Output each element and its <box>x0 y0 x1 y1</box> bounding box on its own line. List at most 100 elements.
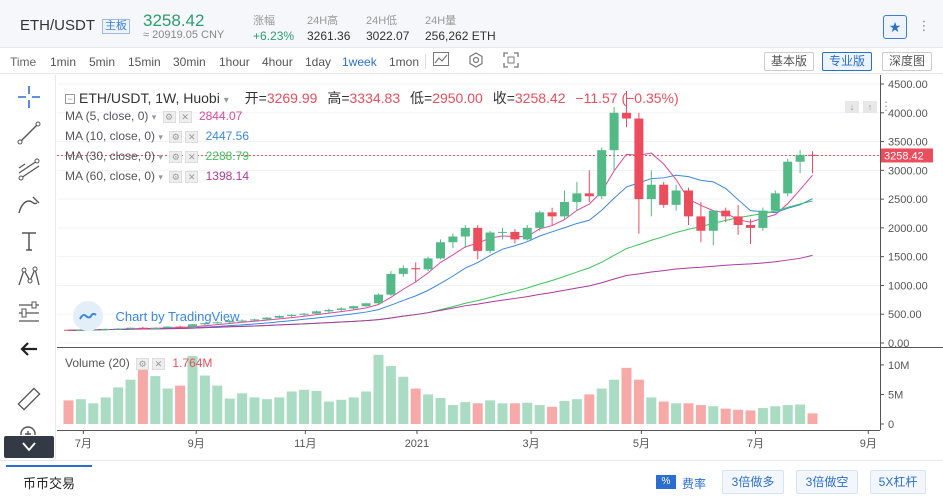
candle-body <box>808 154 817 156</box>
interval-1week[interactable]: 1week <box>342 55 377 69</box>
candle-body <box>299 313 309 315</box>
tradingview-watermark[interactable]: Chart by TradingView <box>73 301 240 331</box>
scroll-up-icon[interactable]: ↑ <box>863 101 877 113</box>
candle-body <box>547 212 557 217</box>
interval-15min[interactable]: 15min <box>128 55 161 69</box>
price-tick-label: 1500.00 <box>888 252 928 264</box>
interval-1hour[interactable]: 1hour <box>219 55 250 69</box>
candle-body <box>361 303 371 307</box>
volume-settings-icon[interactable]: ⚙ <box>136 357 150 370</box>
legend-caret-icon[interactable]: ▾ <box>223 95 229 106</box>
legend-open-label: 开= <box>244 90 267 106</box>
volume-bar <box>621 367 632 424</box>
candle-body <box>733 216 743 226</box>
candle-body <box>671 190 681 205</box>
interval-4hour[interactable]: 4hour <box>262 55 293 69</box>
back-arrow-icon[interactable] <box>15 335 43 363</box>
ruler-icon[interactable] <box>15 385 43 413</box>
crosshair-icon[interactable] <box>15 83 43 111</box>
volume-close-icon[interactable]: ✕ <box>152 357 166 370</box>
volume-bar <box>807 413 818 424</box>
view-basic[interactable]: 基本版 <box>764 52 815 71</box>
candle-body <box>386 273 396 295</box>
volume-bar <box>584 394 595 424</box>
volume-bar <box>596 388 607 424</box>
star-icon[interactable]: ★ <box>883 15 907 39</box>
short-3x-button[interactable]: 3倍做空 <box>796 470 858 494</box>
leverage-5x-button[interactable]: 5X杠杆 <box>870 470 926 494</box>
ma-label: MA (30, close, 0) <box>65 149 156 163</box>
toolbar-divider <box>425 54 426 69</box>
volume-bar <box>286 391 297 424</box>
last-price: 3258.42 <box>143 11 205 30</box>
legend-close: 3258.42 <box>514 90 566 106</box>
stat-value-high: 3261.36 <box>307 29 351 43</box>
price-tick-label: 3000.00 <box>888 165 928 177</box>
volume-bar <box>100 397 111 424</box>
fib-icon[interactable] <box>15 155 43 183</box>
fee-rate-link[interactable]: 费率 <box>682 477 707 491</box>
volume-bar <box>522 402 533 424</box>
ma-settings-icon[interactable]: ⚙ <box>169 130 183 143</box>
volume-bar <box>261 399 272 424</box>
interval-1min[interactable]: 1min <box>50 55 77 69</box>
ma-close-icon[interactable]: ✕ <box>178 110 192 123</box>
candle-body <box>609 112 619 151</box>
candle-body <box>287 314 297 316</box>
scroll-down-icon[interactable]: ↓ <box>845 101 859 113</box>
view-pro[interactable]: 专业版 <box>822 52 873 71</box>
pane-more-icon[interactable]: ⋮ <box>880 99 892 113</box>
pattern-icon[interactable] <box>15 263 43 291</box>
ma-settings-icon[interactable]: ⚙ <box>169 170 183 183</box>
candle-body <box>212 322 222 324</box>
ma-close-icon[interactable]: ✕ <box>185 130 199 143</box>
candle-body <box>312 311 321 314</box>
ma-caret-icon[interactable]: ▾ <box>151 112 157 122</box>
interval-1day[interactable]: 1day <box>305 55 332 69</box>
price-tick-label: 4500.00 <box>888 79 928 91</box>
ma-caret-icon[interactable]: ▾ <box>158 172 163 182</box>
ma-value: 2447.56 <box>205 129 249 143</box>
candle-body <box>510 231 520 240</box>
ma-caret-icon[interactable]: ▾ <box>158 152 163 162</box>
ma-close-icon[interactable]: ✕ <box>185 150 199 163</box>
zoom-icon[interactable] <box>15 421 43 435</box>
long-3x-button[interactable]: 3倍做多 <box>722 470 784 494</box>
text-icon[interactable] <box>15 227 43 255</box>
trend-line-icon[interactable] <box>15 119 43 147</box>
candlestick-chart[interactable]: 4500.00 4000.00 3500.00 3000.00 2500.00 2000.… <box>57 75 943 460</box>
ma-label: MA (60, close, 0) <box>65 169 156 183</box>
volume-bar <box>212 385 223 424</box>
settings-icon[interactable] <box>466 52 486 70</box>
volume-bar <box>162 388 173 424</box>
time-tick-label: 7月 <box>75 438 92 450</box>
candle-body <box>659 184 669 205</box>
chart-area[interactable]: 4500.00 4000.00 3500.00 3000.00 2500.00 2000.… <box>57 75 943 460</box>
interval-5min[interactable]: 5min <box>89 55 116 69</box>
candle-body <box>436 242 445 259</box>
chevron-down-icon <box>22 442 36 452</box>
volume-bar <box>757 408 768 424</box>
fullscreen-icon[interactable] <box>501 52 521 70</box>
view-depth[interactable]: 深度图 <box>882 52 933 71</box>
candle-body <box>237 320 247 322</box>
chart-toolbar: Time 1min 5min 15min 30min 1hour 4hour 1… <box>0 49 943 74</box>
ma-settings-icon[interactable]: ⚙ <box>169 150 183 163</box>
candle-body <box>374 294 383 304</box>
ma-close-icon[interactable]: ✕ <box>185 170 199 183</box>
collapse-legend-icon[interactable]: − <box>65 94 75 105</box>
indicator-icon[interactable] <box>431 52 451 70</box>
collapse-tools-button[interactable] <box>4 436 54 458</box>
candle-body <box>200 323 210 325</box>
brush-icon[interactable] <box>15 191 43 219</box>
tab-spot-trading[interactable]: 币币交易 <box>6 465 92 499</box>
measure-icon[interactable] <box>15 299 43 327</box>
interval-30min[interactable]: 30min <box>173 55 206 69</box>
volume-bar <box>249 397 260 424</box>
ma-settings-icon[interactable]: ⚙ <box>162 110 176 123</box>
more-icon[interactable]: ⋮ <box>917 18 931 33</box>
candle-body <box>188 324 197 327</box>
ma-caret-icon[interactable]: ▾ <box>158 132 163 142</box>
interval-1mon[interactable]: 1mon <box>389 55 420 69</box>
ma-label: MA (5, close, 0) <box>65 109 149 123</box>
